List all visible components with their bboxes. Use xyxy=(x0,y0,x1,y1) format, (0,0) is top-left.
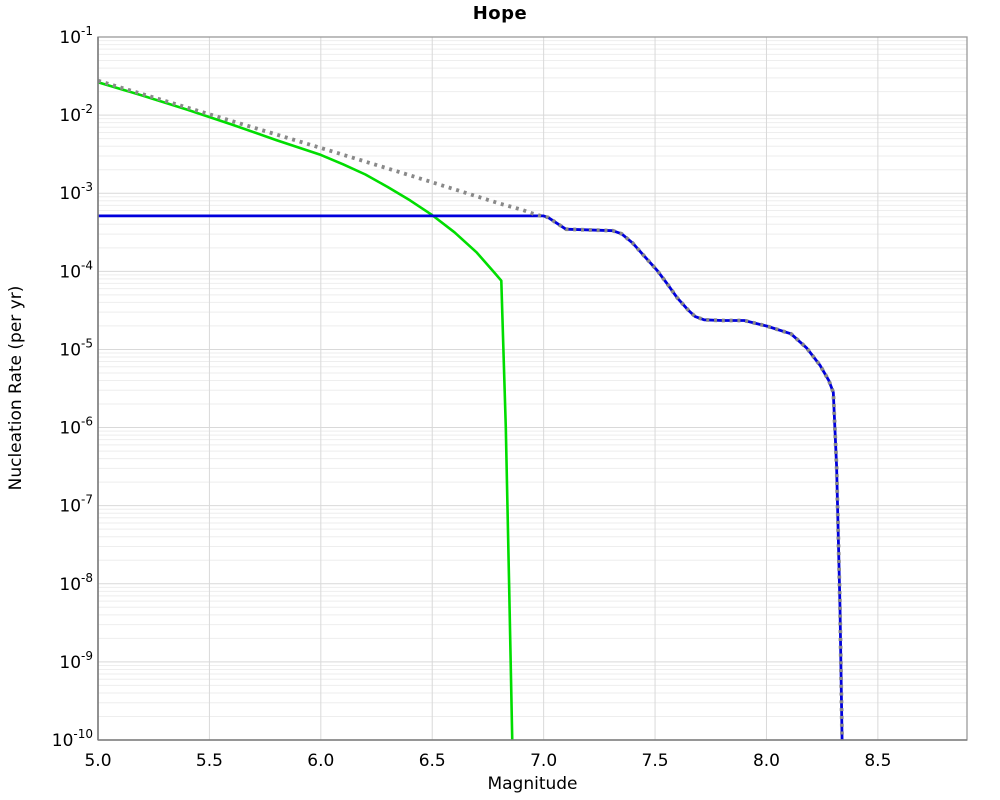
series-gutenberg-richter-dotted xyxy=(98,78,844,740)
x-axis-label: Magnitude xyxy=(487,774,578,794)
grid-minor-lines xyxy=(98,40,967,717)
y-tick-label: 10-7 xyxy=(59,493,93,517)
y-tick-label: 10-6 xyxy=(59,415,93,439)
y-tick-label: 10-2 xyxy=(59,102,93,126)
y-tick-label: 10-8 xyxy=(59,571,93,595)
y-tick-label: 10-10 xyxy=(52,727,93,751)
chart-title: Hope xyxy=(472,3,528,24)
y-tick-label: 10-3 xyxy=(59,180,93,204)
series-group xyxy=(98,78,844,740)
x-tick-label: 7.5 xyxy=(642,751,669,771)
series-tapered-rate-curve xyxy=(98,81,514,740)
y-tick-labels: 10-1 10-2 10-3 10-4 10-5 10-6 10-7 10-8 10-9 10-1… xyxy=(52,24,93,751)
x-tick-label: 8.0 xyxy=(753,751,780,771)
x-tick-label: 8.5 xyxy=(864,751,891,771)
y-tick-label: 10-9 xyxy=(59,649,93,673)
y-tick-label: 10-4 xyxy=(59,258,93,282)
y-axis-label: Nucleation Rate (per yr) xyxy=(6,285,26,491)
x-tick-label: 7.0 xyxy=(530,751,557,771)
y-tick-label: 10-1 xyxy=(59,24,93,48)
plot-area xyxy=(98,37,967,740)
x-tick-label: 5.5 xyxy=(196,751,223,771)
x-tick-label: 6.0 xyxy=(307,751,334,771)
x-tick-labels: 5.0 5.5 6.0 6.5 7.0 7.5 8.0 8.5 xyxy=(84,751,891,771)
y-tick-label: 10-5 xyxy=(59,336,93,360)
x-tick-label: 6.5 xyxy=(419,751,446,771)
x-tick-label: 5.0 xyxy=(84,751,111,771)
